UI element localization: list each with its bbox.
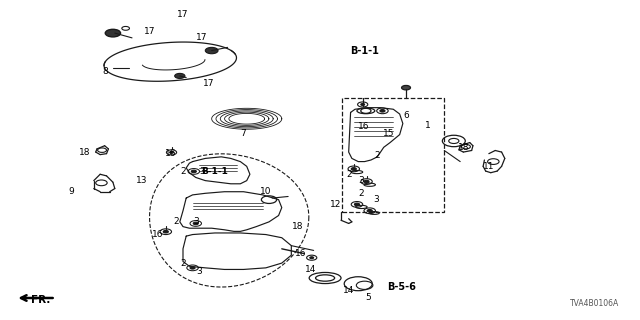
- Text: 16: 16: [295, 249, 307, 258]
- Circle shape: [310, 257, 314, 259]
- Circle shape: [175, 73, 185, 78]
- Text: 12: 12: [330, 200, 342, 209]
- Text: 7: 7: [241, 129, 246, 138]
- Text: 17: 17: [177, 10, 189, 19]
- Text: 17: 17: [196, 33, 208, 42]
- Circle shape: [367, 210, 372, 212]
- Text: 3: 3: [196, 267, 202, 276]
- Circle shape: [361, 104, 365, 105]
- Text: 15: 15: [383, 129, 395, 138]
- Text: 18: 18: [79, 148, 90, 156]
- Text: 18: 18: [292, 222, 303, 231]
- Text: 2: 2: [346, 170, 351, 179]
- Text: 5: 5: [365, 293, 371, 302]
- Text: 2: 2: [358, 189, 364, 198]
- Text: 9: 9: [68, 187, 74, 196]
- Text: 3: 3: [199, 167, 205, 176]
- Text: 14: 14: [343, 285, 355, 295]
- Circle shape: [191, 170, 196, 173]
- Text: 2: 2: [180, 259, 186, 268]
- Circle shape: [355, 203, 360, 206]
- Circle shape: [351, 168, 356, 170]
- Text: 6: 6: [403, 111, 409, 120]
- Circle shape: [380, 109, 385, 112]
- Text: FR.: FR.: [31, 295, 51, 305]
- Circle shape: [163, 230, 168, 233]
- Text: 3: 3: [358, 176, 364, 185]
- Text: 11: 11: [483, 162, 495, 171]
- Circle shape: [170, 151, 173, 153]
- Text: 2: 2: [374, 151, 380, 160]
- Circle shape: [205, 47, 218, 54]
- Circle shape: [190, 267, 195, 269]
- Text: 3: 3: [193, 217, 198, 226]
- Text: TVA4B0106A: TVA4B0106A: [570, 299, 620, 308]
- Text: B-1-1: B-1-1: [202, 167, 228, 176]
- Text: 2: 2: [174, 217, 179, 226]
- Text: 8: 8: [102, 67, 108, 76]
- Text: 1: 1: [426, 121, 431, 130]
- Text: 16: 16: [164, 149, 176, 158]
- Text: 13: 13: [136, 176, 147, 185]
- Text: 10: 10: [260, 187, 271, 196]
- Text: 3: 3: [373, 195, 379, 204]
- Text: 18: 18: [458, 143, 469, 152]
- Circle shape: [193, 222, 198, 225]
- Text: 16: 16: [358, 122, 369, 131]
- Text: B-1-1: B-1-1: [350, 45, 379, 56]
- Circle shape: [105, 29, 120, 37]
- Circle shape: [364, 180, 369, 183]
- Text: 17: 17: [203, 79, 214, 88]
- Text: 17: 17: [143, 27, 155, 36]
- Text: 16: 16: [152, 230, 163, 239]
- Text: 14: 14: [305, 265, 316, 274]
- Circle shape: [401, 85, 410, 90]
- Text: 2: 2: [180, 167, 186, 176]
- Text: B-5-6: B-5-6: [387, 282, 416, 292]
